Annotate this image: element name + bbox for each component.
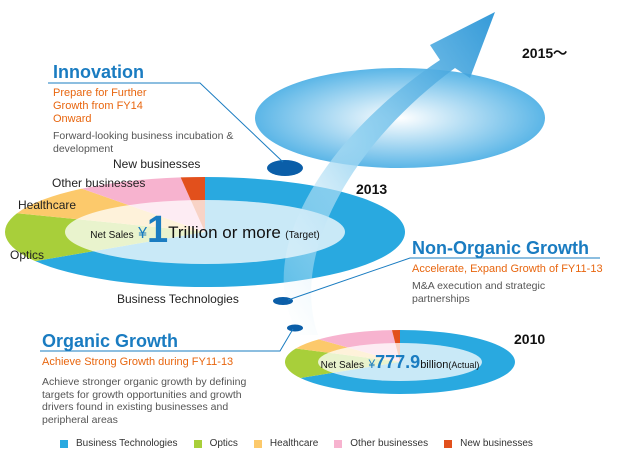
connector [287, 257, 600, 301]
node [287, 324, 303, 332]
legend-label: Healthcare [269, 438, 319, 449]
disc-center [65, 200, 345, 264]
growth-arrow [283, 12, 495, 335]
innovation-block: Innovation Prepare for Further Growth fr… [53, 62, 253, 155]
section-description: Achieve stronger organic growth by defin… [42, 376, 247, 426]
legend-item: Healthcare [253, 438, 319, 449]
sales-suffix: Trillion or more [168, 223, 281, 242]
legend-swatch [444, 439, 453, 448]
legend-item: New businesses [444, 438, 533, 449]
sales-target: Net Sales ¥1Trillion or more (Target) [90, 209, 320, 251]
legend-swatch [60, 439, 68, 448]
section-title: Non-Organic Growth [412, 238, 589, 258]
section-description: M&A execution and strategic partnerships [412, 280, 546, 305]
segment-label: Other businesses [52, 176, 146, 190]
section-subtitle: Achieve Strong Growth during FY11-13 [42, 356, 234, 368]
legend-swatch [193, 439, 202, 448]
sales-prefix: Net Sales [90, 230, 133, 241]
organic-block: Organic Growth Achieve Strong Growth dur… [42, 331, 262, 426]
section-description: Forward-looking business incubation & de… [53, 130, 234, 155]
sales-note: (Actual) [448, 360, 479, 370]
currency: ¥ [367, 357, 375, 371]
non-organic-block: Non-Organic Growth Accelerate, Expand Gr… [412, 238, 617, 305]
year-label: 2010 [514, 331, 545, 347]
section-subtitle: Prepare for Further Growth from FY14 Onw… [53, 87, 147, 125]
legend-label: Other businesses [350, 438, 429, 449]
sales-number: 1 [147, 209, 168, 251]
legend: Business Technologies Optics Healthcare Oth… [60, 438, 549, 449]
node [267, 160, 303, 176]
section-title: Innovation [53, 62, 144, 82]
segment-label: Business Technologies [117, 292, 239, 306]
year-label: 2013 [356, 181, 387, 197]
connector [48, 82, 284, 163]
segment-label: Healthcare [18, 198, 77, 212]
legend-item: Business Technologies [60, 438, 178, 449]
stage-disc [255, 68, 545, 168]
sales-suffix: billion [420, 359, 448, 371]
section-title: Organic Growth [42, 331, 179, 351]
disc-center [318, 343, 482, 381]
currency: ¥ [137, 225, 147, 242]
sales-number: 777.9 [375, 352, 420, 372]
legend-label: New businesses [460, 438, 533, 449]
legend-swatch [253, 439, 262, 448]
segment-label: New businesses [113, 157, 201, 171]
legend-label: Optics [209, 438, 238, 449]
sales-prefix: Net Sales [321, 360, 364, 371]
sales-note: (Target) [285, 230, 319, 241]
legend-swatch [334, 439, 343, 448]
node [273, 297, 293, 305]
legend-item: Other businesses [334, 438, 428, 449]
year-label: 2015〜 [522, 45, 567, 61]
legend-label: Business Technologies [76, 438, 178, 449]
sales-actual: Net Sales ¥777.9billion(Actual) [321, 352, 480, 372]
section-subtitle: Accelerate, Expand Growth of FY11-13 [412, 263, 603, 275]
segment-label: Optics [10, 248, 45, 262]
connector [40, 328, 294, 352]
legend-item: Optics [193, 438, 238, 449]
